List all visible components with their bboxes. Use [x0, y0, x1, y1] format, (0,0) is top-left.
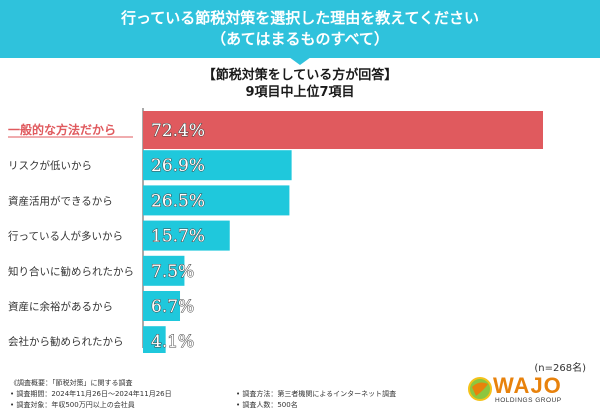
category-label-0: 一般的な方法だから: [8, 122, 116, 137]
bar-3: [143, 220, 230, 251]
survey-method: • 調査方法：第三者機関によるインターネット調査: [236, 390, 397, 398]
category-label-3: 行っている人が多いから: [8, 230, 123, 243]
items-note: 9項目中上位7項目: [245, 85, 355, 100]
bar-5: [143, 291, 181, 321]
category-label-1: リスクが低いから: [8, 159, 92, 172]
wajo-globe-icon: [468, 377, 492, 401]
sample-size: (n=268名): [534, 363, 586, 374]
chart-title: 行っている節税対策を選択した理由を教えてください: [120, 9, 480, 27]
survey-period: • 調査期間：2024年11月26日〜2024年11月26日: [10, 390, 172, 398]
category-label-4: 知り合いに勧められたから: [8, 265, 134, 278]
survey-count: • 調査人数：500名: [236, 401, 298, 409]
company-logo: WAJO HOLDINGS GROUP: [467, 374, 587, 408]
header-pointer: [289, 57, 311, 65]
respondent-note: 【節税対策をしている方が回答】: [202, 68, 398, 83]
value-label-6: 4.1%: [151, 332, 194, 352]
category-label-2: 資産活用ができるから: [8, 194, 113, 207]
logo-subtitle: HOLDINGS GROUP: [495, 397, 562, 404]
value-label-5: 6.7%: [151, 297, 194, 317]
survey-target: • 調査対象：年収500万円以上の会社員: [10, 401, 135, 409]
bar-1: [143, 150, 292, 181]
bar-chart: 一般的な方法だから 72.4% リスクが低いから 26.9% 資産活用ができるから 26.…: [8, 108, 543, 353]
value-label-2: 26.5%: [151, 191, 205, 211]
value-label-1: 26.9%: [151, 156, 205, 176]
survey-overview: 《調査概要：「節税対策」に関する調査: [10, 379, 133, 387]
bar-2: [143, 185, 290, 216]
logo-name: WAJO: [493, 373, 562, 398]
bar-0: [143, 111, 543, 149]
category-label-5: 資産に余裕があるから: [8, 300, 113, 313]
value-label-4: 7.5%: [151, 262, 194, 282]
bar-6: [143, 326, 166, 353]
chart-title-note: （あてはまるものすべて）: [211, 30, 389, 48]
value-label-3: 15.7%: [151, 227, 205, 247]
category-label-6: 会社から勧められたから: [8, 335, 124, 348]
value-label-0: 72.4%: [151, 121, 205, 141]
bar-4: [143, 255, 185, 286]
header-banner: 行っている節税対策を選択した理由を教えてください （あてはまるものすべて）: [0, 0, 600, 58]
